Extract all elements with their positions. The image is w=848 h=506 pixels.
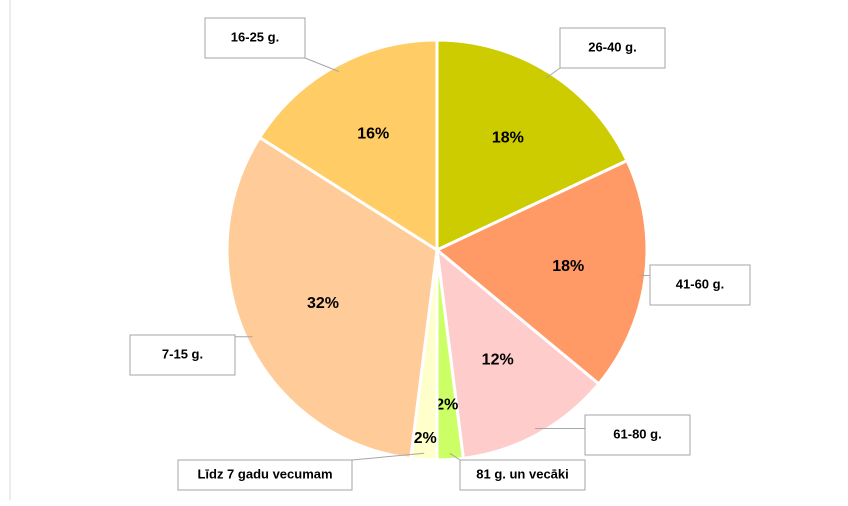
value-label: 18%	[552, 258, 584, 275]
category-label: Līdz 7 gadu vecumam	[197, 466, 332, 481]
callout-box	[204, 17, 306, 59]
callout-box	[129, 334, 236, 376]
callout-box	[559, 27, 666, 69]
value-label: 2%	[414, 430, 437, 447]
leader-line	[304, 57, 340, 72]
pie-slice	[435, 38, 630, 253]
pie-slice	[257, 38, 439, 253]
category-label: 61-80 g.	[613, 426, 661, 441]
category-label: 81 g. un vecāki	[476, 466, 569, 481]
leader-line	[351, 452, 425, 461]
category-label: 26-40 g.	[588, 39, 636, 54]
callout-box	[177, 459, 353, 491]
category-label: 7-15 g.	[162, 346, 203, 361]
category-label: 16-25 g.	[231, 29, 279, 44]
callout-box	[459, 459, 586, 491]
value-label: 18%	[492, 130, 524, 147]
value-label: 12%	[482, 352, 514, 369]
category-label: 41-60 g.	[676, 276, 724, 291]
pie-slice	[434, 158, 649, 386]
leader-line	[449, 452, 461, 461]
pie-slice	[435, 246, 601, 461]
callout-box	[584, 414, 691, 456]
callout-box	[649, 264, 751, 306]
value-label: 16%	[357, 125, 389, 142]
value-label: 32%	[307, 295, 339, 312]
value-label: 2%	[435, 396, 458, 413]
leader-line	[545, 67, 561, 79]
